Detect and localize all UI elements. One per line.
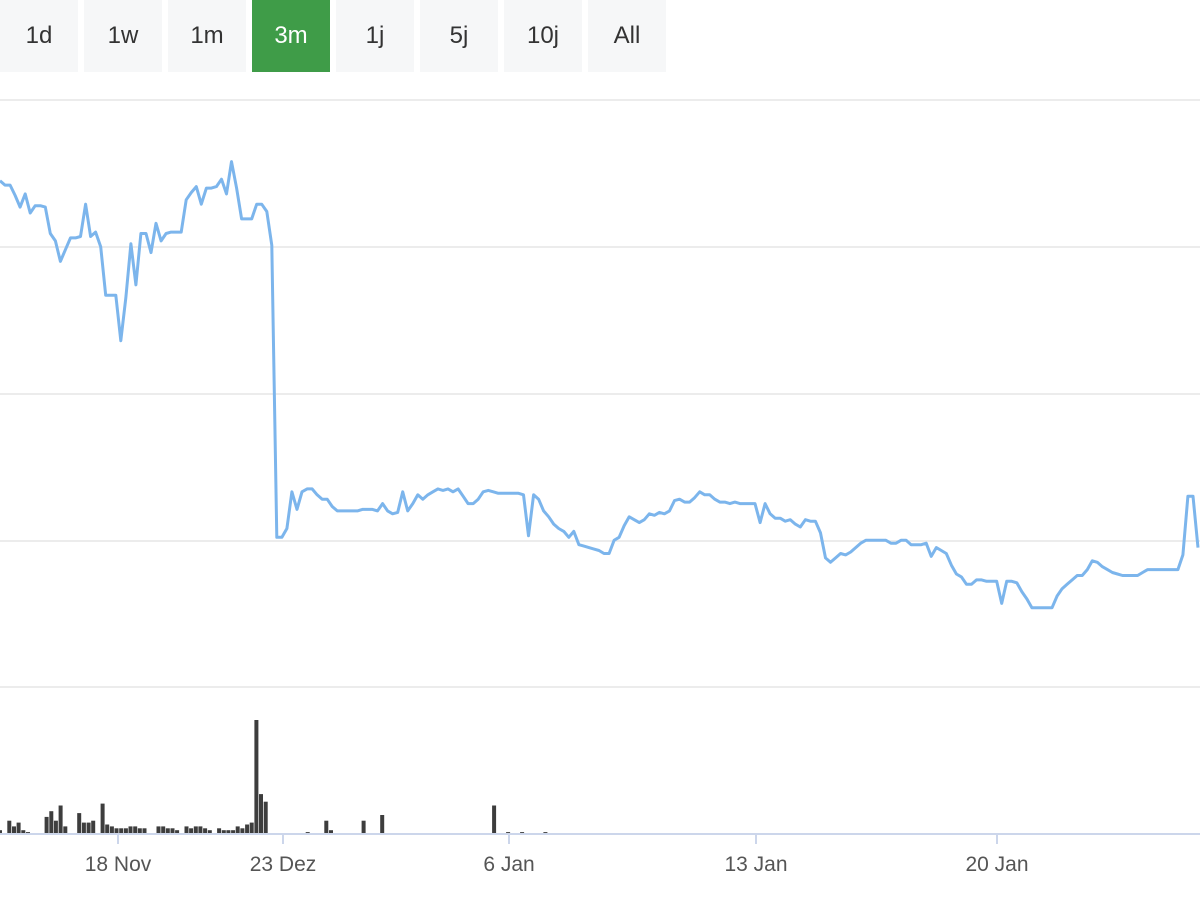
volume-bar bbox=[203, 828, 208, 834]
volume-bar bbox=[53, 820, 58, 834]
x-tick-label: 20 Jan bbox=[965, 853, 1028, 876]
volume-bar bbox=[329, 830, 333, 834]
volume-bar bbox=[184, 826, 189, 834]
volume-bar bbox=[165, 828, 170, 834]
volume-bar bbox=[161, 826, 166, 834]
volume-bar bbox=[123, 828, 128, 834]
volume-bar bbox=[128, 826, 133, 834]
range-button-10j[interactable]: 10j bbox=[504, 0, 582, 72]
volume-bar bbox=[259, 794, 263, 834]
volume-bar bbox=[119, 828, 124, 834]
volume-bar bbox=[12, 826, 16, 834]
range-button-1j[interactable]: 1j bbox=[336, 0, 414, 72]
volume-bar bbox=[245, 824, 250, 834]
volume-bar bbox=[226, 830, 231, 834]
volume-bar bbox=[492, 805, 497, 834]
x-tick-label: 23 Dez bbox=[250, 853, 317, 876]
volume-bar bbox=[156, 826, 161, 834]
volume-bar bbox=[254, 720, 259, 834]
x-tick-label: 6 Jan bbox=[483, 853, 534, 876]
range-button-1m[interactable]: 1m bbox=[168, 0, 246, 72]
range-button-all[interactable]: All bbox=[588, 0, 666, 72]
volume-bar bbox=[81, 822, 86, 834]
volume-bar bbox=[91, 820, 96, 834]
volume-bar bbox=[58, 805, 63, 834]
volume-bar bbox=[221, 830, 226, 834]
volume-bar bbox=[109, 826, 114, 834]
volume-bar bbox=[240, 828, 245, 834]
volume-bar bbox=[263, 801, 268, 834]
volume-bar bbox=[189, 828, 194, 834]
range-button-3m[interactable]: 3m bbox=[252, 0, 330, 72]
range-button-1d[interactable]: 1d bbox=[0, 0, 78, 72]
volume-bar bbox=[0, 830, 2, 834]
volume-bar bbox=[7, 820, 12, 834]
volume-bar bbox=[49, 811, 54, 834]
volume-bar bbox=[175, 830, 180, 834]
x-tick-label: 13 Jan bbox=[724, 853, 787, 876]
range-button-5j[interactable]: 5j bbox=[420, 0, 498, 72]
volume-bar bbox=[44, 816, 49, 834]
range-button-1w[interactable]: 1w bbox=[84, 0, 162, 72]
volume-bar bbox=[86, 822, 91, 834]
volume-bar bbox=[114, 828, 119, 834]
range-selector: 1d 1w 1m 3m 1j 5j 10j All bbox=[0, 0, 672, 72]
volume-bar bbox=[235, 826, 240, 834]
volume-bar bbox=[324, 820, 329, 834]
volume-bar bbox=[231, 830, 236, 834]
volume-bar bbox=[137, 828, 142, 834]
volume-bar bbox=[133, 826, 138, 834]
volume-bar bbox=[100, 803, 105, 834]
volume-bar bbox=[361, 820, 366, 834]
volume-bar bbox=[207, 830, 212, 834]
volume-bar bbox=[105, 824, 110, 834]
volume-bar bbox=[380, 815, 385, 834]
volume-bar bbox=[193, 826, 198, 834]
volume-bar bbox=[217, 828, 222, 834]
volume-bar bbox=[170, 828, 175, 834]
volume-bar bbox=[142, 828, 147, 834]
volume-bar bbox=[16, 822, 21, 834]
volume-bar bbox=[77, 813, 82, 834]
price-line bbox=[0, 160, 1200, 610]
volume-bar bbox=[198, 826, 203, 834]
x-tick-label: 18 Nov bbox=[85, 853, 152, 876]
volume-bar bbox=[63, 826, 68, 834]
volume-bar bbox=[249, 822, 254, 834]
volume-bar bbox=[21, 830, 26, 834]
